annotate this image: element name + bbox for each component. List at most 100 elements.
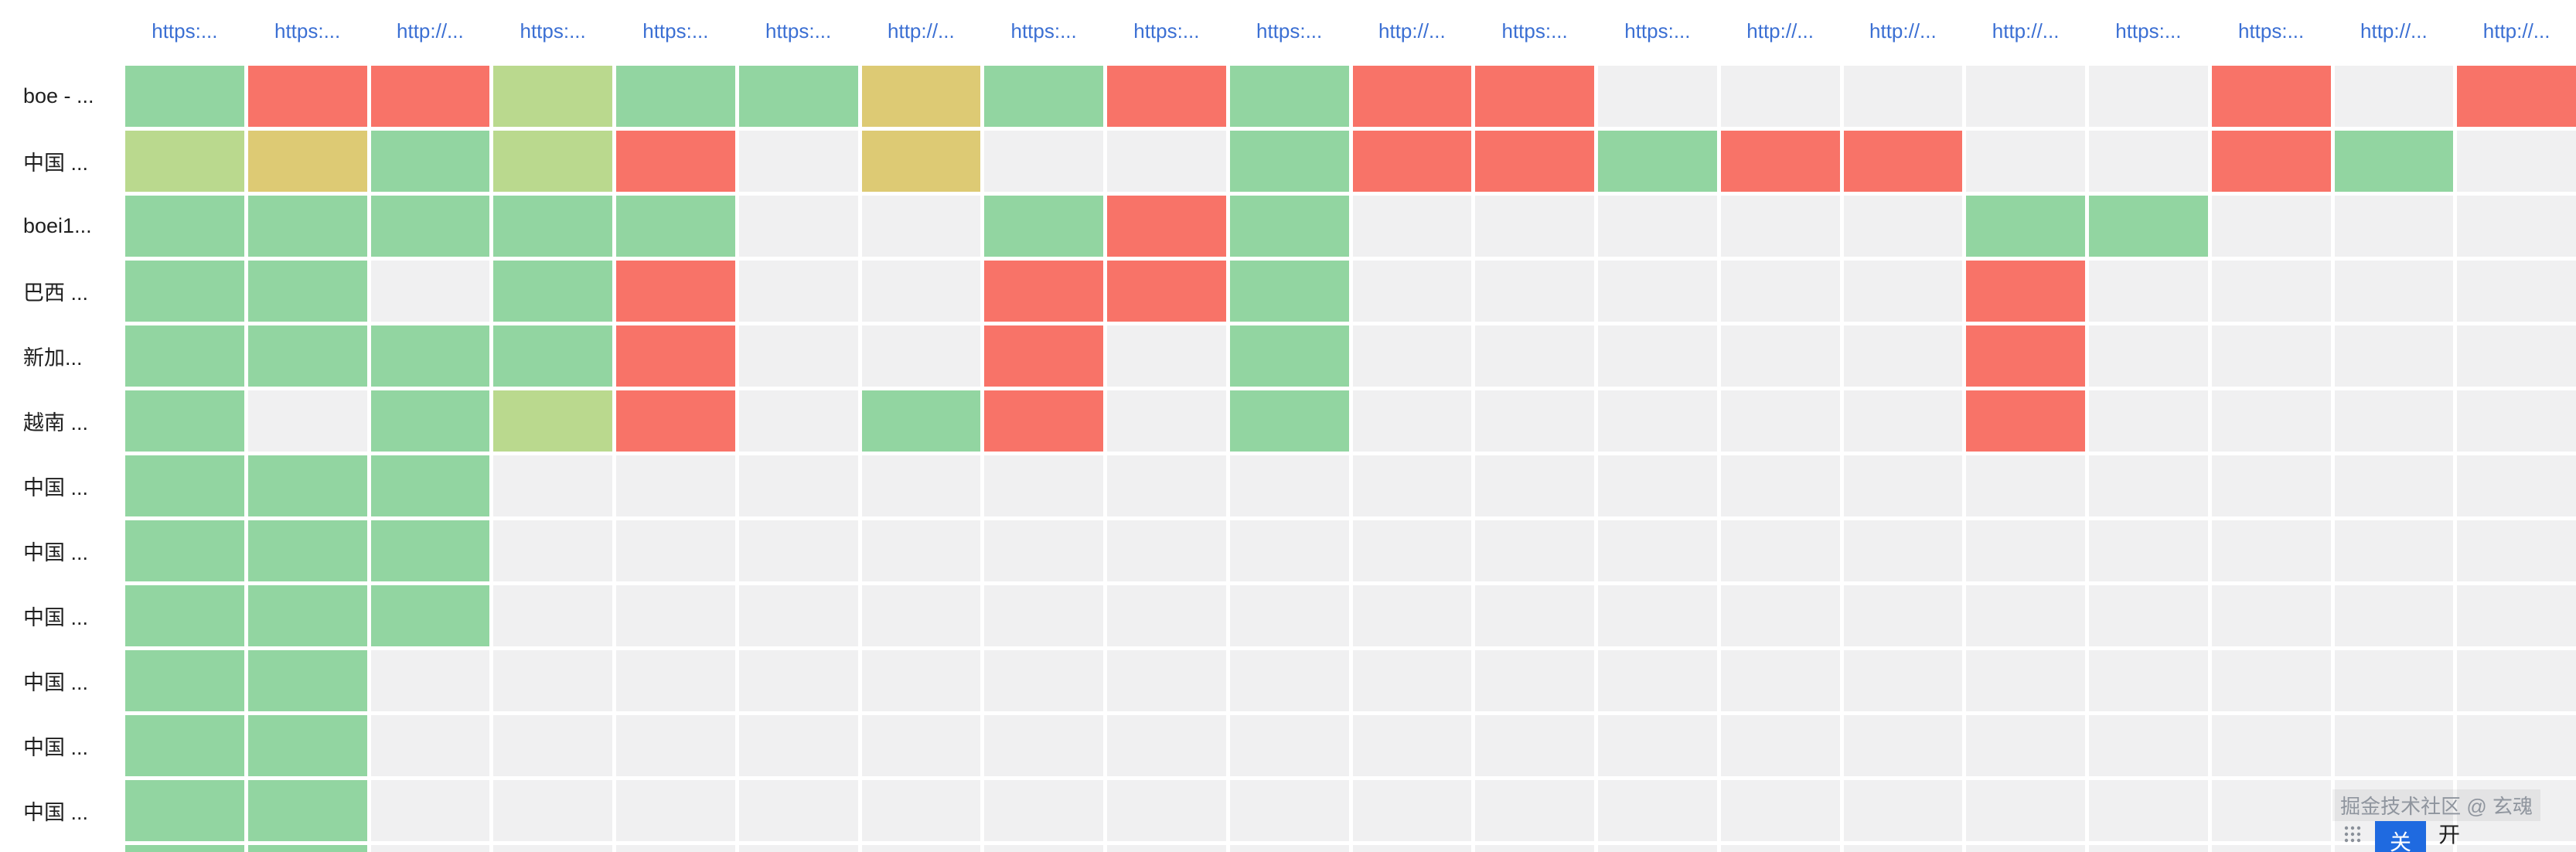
heatmap-cell-empty[interactable] (493, 780, 612, 841)
column-header-link[interactable]: https:... (520, 19, 586, 43)
heatmap-cell-empty[interactable] (738, 261, 858, 322)
heatmap-cell-empty[interactable] (2334, 66, 2454, 127)
heatmap-cell-empty[interactable] (2211, 715, 2331, 776)
heatmap-cell-empty[interactable] (738, 845, 858, 852)
heatmap-cell-empty[interactable] (1475, 845, 1594, 852)
heatmap-cell-green[interactable] (1229, 196, 1349, 257)
heatmap-cell-empty[interactable] (1107, 455, 1226, 516)
heatmap-cell-empty[interactable] (2334, 261, 2454, 322)
heatmap-cell-empty[interactable] (2211, 455, 2331, 516)
heatmap-cell-red[interactable] (1352, 131, 1472, 192)
heatmap-cell-empty[interactable] (1598, 585, 1717, 646)
heatmap-cell-green[interactable] (984, 66, 1103, 127)
heatmap-cell-green[interactable] (247, 455, 367, 516)
heatmap-cell-empty[interactable] (861, 650, 981, 711)
heatmap-cell-empty[interactable] (2089, 325, 2208, 387)
heatmap-cell-empty[interactable] (1843, 261, 1963, 322)
heatmap-cell-red[interactable] (984, 261, 1103, 322)
heatmap-cell-empty[interactable] (2089, 261, 2208, 322)
heatmap-cell-empty[interactable] (493, 650, 612, 711)
heatmap-cell-empty[interactable] (1598, 650, 1717, 711)
heatmap-cell-green[interactable] (125, 261, 244, 322)
heatmap-cell-empty[interactable] (2089, 131, 2208, 192)
heatmap-cell-empty[interactable] (1352, 455, 1472, 516)
heatmap-cell-empty[interactable] (1843, 455, 1963, 516)
heatmap-cell-empty[interactable] (1229, 715, 1349, 776)
toggle-on-label[interactable]: 开 (2438, 823, 2460, 847)
heatmap-cell-empty[interactable] (1966, 715, 2085, 776)
heatmap-cell-empty[interactable] (1598, 455, 1717, 516)
heatmap-cell-green[interactable] (2334, 131, 2454, 192)
heatmap-cell-empty[interactable] (984, 650, 1103, 711)
heatmap-cell-green[interactable] (125, 520, 244, 581)
heatmap-cell-red[interactable] (616, 325, 735, 387)
heatmap-cell-empty[interactable] (1966, 845, 2085, 852)
heatmap-cell-empty[interactable] (370, 650, 490, 711)
heatmap-cell-empty[interactable] (2457, 585, 2576, 646)
heatmap-cell-empty[interactable] (1107, 390, 1226, 452)
column-header-link[interactable]: http://... (2482, 19, 2550, 43)
heatmap-cell-empty[interactable] (2089, 845, 2208, 852)
heatmap-cell-empty[interactable] (1966, 520, 2085, 581)
heatmap-cell-empty[interactable] (616, 455, 735, 516)
heatmap-cell-empty[interactable] (1598, 780, 1717, 841)
heatmap-cell-empty[interactable] (1720, 520, 1840, 581)
heatmap-cell-green[interactable] (493, 196, 612, 257)
heatmap-cell-green[interactable] (247, 196, 367, 257)
heatmap-cell-green[interactable] (247, 261, 367, 322)
heatmap-cell-empty[interactable] (738, 520, 858, 581)
heatmap-cell-red[interactable] (2211, 131, 2331, 192)
heatmap-cell-empty[interactable] (1107, 715, 1226, 776)
heatmap-cell-red[interactable] (2211, 66, 2331, 127)
heatmap-cell-empty[interactable] (616, 650, 735, 711)
heatmap-cell-red[interactable] (1843, 131, 1963, 192)
column-header-link[interactable]: https:... (1256, 19, 1323, 43)
heatmap-cell-empty[interactable] (1843, 715, 1963, 776)
heatmap-cell-empty[interactable] (861, 455, 981, 516)
column-header-link[interactable]: https:... (2115, 19, 2182, 43)
heatmap-cell-empty[interactable] (247, 390, 367, 452)
heatmap-cell-empty[interactable] (2334, 650, 2454, 711)
heatmap-cell-empty[interactable] (2457, 196, 2576, 257)
heatmap-cell-green[interactable] (370, 455, 490, 516)
heatmap-cell-empty[interactable] (1720, 261, 1840, 322)
heatmap-cell-empty[interactable] (1475, 196, 1594, 257)
heatmap-cell-empty[interactable] (738, 780, 858, 841)
heatmap-cell-empty[interactable] (2211, 650, 2331, 711)
heatmap-cell-empty[interactable] (2457, 520, 2576, 581)
heatmap-cell-yellow[interactable] (247, 131, 367, 192)
heatmap-cell-green[interactable] (247, 325, 367, 387)
heatmap-cell-yellow[interactable] (861, 131, 981, 192)
heatmap-cell-green[interactable] (861, 390, 981, 452)
heatmap-cell-empty[interactable] (1352, 650, 1472, 711)
column-header-link[interactable]: http://... (2360, 19, 2428, 43)
heatmap-cell-empty[interactable] (1352, 845, 1472, 852)
heatmap-cell-empty[interactable] (1229, 780, 1349, 841)
heatmap-cell-empty[interactable] (2089, 715, 2208, 776)
column-header-link[interactable]: https:... (274, 19, 341, 43)
heatmap-cell-empty[interactable] (1843, 196, 1963, 257)
heatmap-cell-empty[interactable] (1475, 780, 1594, 841)
heatmap-cell-green[interactable] (247, 520, 367, 581)
heatmap-cell-red[interactable] (1107, 261, 1226, 322)
heatmap-cell-green[interactable] (125, 390, 244, 452)
heatmap-cell-red[interactable] (370, 66, 490, 127)
column-header-link[interactable]: https:... (1624, 19, 1691, 43)
column-header-link[interactable]: https:... (1010, 19, 1077, 43)
heatmap-cell-empty[interactable] (738, 585, 858, 646)
heatmap-cell-empty[interactable] (1352, 325, 1472, 387)
heatmap-cell-empty[interactable] (1966, 455, 2085, 516)
heatmap-cell-green[interactable] (370, 325, 490, 387)
heatmap-cell-empty[interactable] (738, 715, 858, 776)
heatmap-cell-empty[interactable] (2334, 325, 2454, 387)
heatmap-cell-empty[interactable] (1598, 325, 1717, 387)
heatmap-cell-empty[interactable] (1107, 650, 1226, 711)
heatmap-cell-green[interactable] (493, 261, 612, 322)
heatmap-cell-empty[interactable] (616, 780, 735, 841)
heatmap-cell-green[interactable] (370, 196, 490, 257)
heatmap-cell-lightgreen[interactable] (493, 390, 612, 452)
heatmap-cell-empty[interactable] (493, 585, 612, 646)
heatmap-cell-empty[interactable] (984, 715, 1103, 776)
heatmap-cell-empty[interactable] (370, 261, 490, 322)
heatmap-cell-empty[interactable] (1475, 261, 1594, 322)
